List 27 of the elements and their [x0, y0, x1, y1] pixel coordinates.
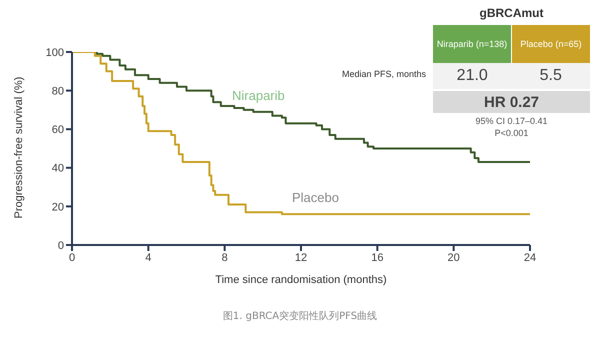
annotation: Median PFS, months	[340, 69, 426, 79]
y-tick-label: 60	[52, 124, 64, 136]
x-tick-label: 16	[371, 252, 384, 264]
x-tick-label: 24	[524, 252, 536, 264]
y-tick-label: 100	[46, 46, 64, 59]
x-tick-label: 0	[68, 252, 76, 264]
annotation: 21.0	[456, 66, 489, 86]
x-tick-label: 12	[294, 252, 308, 264]
text: Placebo (n=65)	[520, 39, 582, 49]
y-tick-label: 40	[52, 162, 64, 175]
annotation: P<0.001	[494, 128, 530, 138]
series-label: Placebo	[292, 190, 339, 205]
annotation: 95% CI 0.17–0.41	[474, 116, 549, 126]
y-tick-label: 0	[58, 240, 64, 252]
y-axis-title: Progression-free survival (%)	[12, 76, 25, 218]
series-label: Niraparib	[232, 88, 285, 103]
text: gBRCAmut	[480, 6, 544, 20]
annotation: HR 0.27	[433, 91, 590, 113]
y-tick-label: 80	[52, 86, 64, 98]
x-axis-title: Time since randomisation (months)	[215, 274, 387, 286]
x-tick-label: 20	[448, 252, 460, 264]
text: 5.5	[540, 67, 562, 84]
x-tick-label: 8	[222, 252, 228, 264]
caption: 图1. gBRCA突变阳性队列PFS曲线	[222, 310, 378, 323]
text: Niraparib (n=138)	[436, 39, 508, 49]
x-tick-label: 4	[145, 252, 152, 264]
y-tick-label: 20	[52, 201, 64, 214]
